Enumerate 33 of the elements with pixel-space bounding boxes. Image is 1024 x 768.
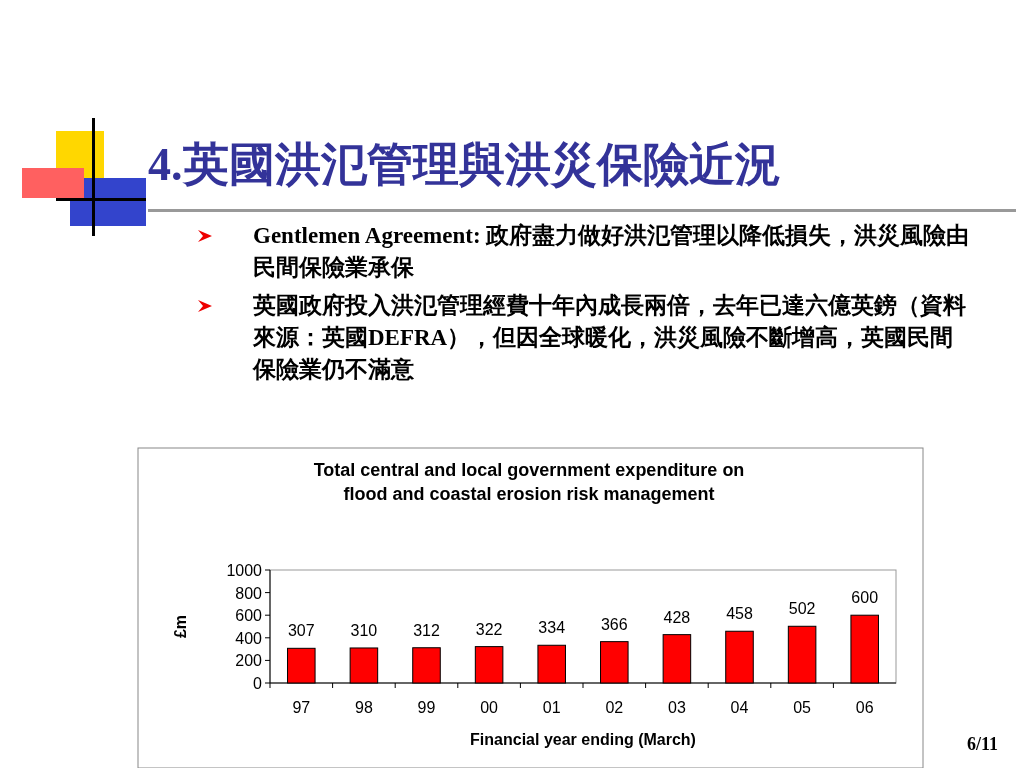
data-label: 366 (600, 615, 628, 633)
text: 英國政府投入洪氾管理經費十年內成長兩倍，去年已達六億英鎊（資料來源：英國DEFRA），但因全球暖化，洪災風險不斷增高，英國民間保險業仍不滿意 (253, 292, 967, 384)
y-tick-label: 1000 (226, 562, 263, 579)
y-tick-label: 0 (253, 675, 263, 692)
x-tick-label: 99 (417, 699, 436, 716)
text: 6/11 (966, 734, 998, 754)
data-label: 458 (726, 605, 753, 623)
text: 4.英國洪氾管理與洪災保險近況 (148, 139, 781, 190)
x-tick-label: 02 (605, 699, 624, 716)
x-tick-label: 98 (355, 699, 373, 716)
x-tick-label: 00 (480, 699, 499, 716)
x-tick-label: 05 (793, 699, 812, 716)
x-axis-title: Financial year ending (March) (470, 731, 696, 748)
x-tick-label: 01 (542, 699, 561, 716)
data-label: 600 (851, 589, 879, 607)
y-tick-label: 800 (235, 584, 263, 602)
y-tick-label: 400 (235, 629, 263, 647)
data-label: 312 (413, 621, 440, 639)
data-label: 307 (287, 622, 315, 640)
chart-title: Total central and local government expenditure on flood and coastal erosion risk management (313, 460, 745, 504)
x-tick-label: 06 (855, 699, 874, 716)
data-label: 322 (475, 620, 503, 638)
x-tick-label: 04 (730, 699, 749, 716)
data-label: 428 (663, 608, 691, 626)
data-label: 502 (788, 600, 816, 618)
y-tick-label: 600 (235, 607, 263, 625)
text: Gentlemen Agreement: 政府盡力做好洪氾管理以降低損失，洪災風險由民間保險業承保 (253, 222, 971, 282)
y-tick-label: 200 (235, 652, 263, 670)
x-tick-label: 97 (292, 699, 311, 716)
data-label: 334 (538, 619, 566, 637)
y-axis-title: £m (172, 614, 189, 639)
x-tick-label: 03 (668, 699, 686, 716)
data-label: 310 (350, 621, 378, 639)
